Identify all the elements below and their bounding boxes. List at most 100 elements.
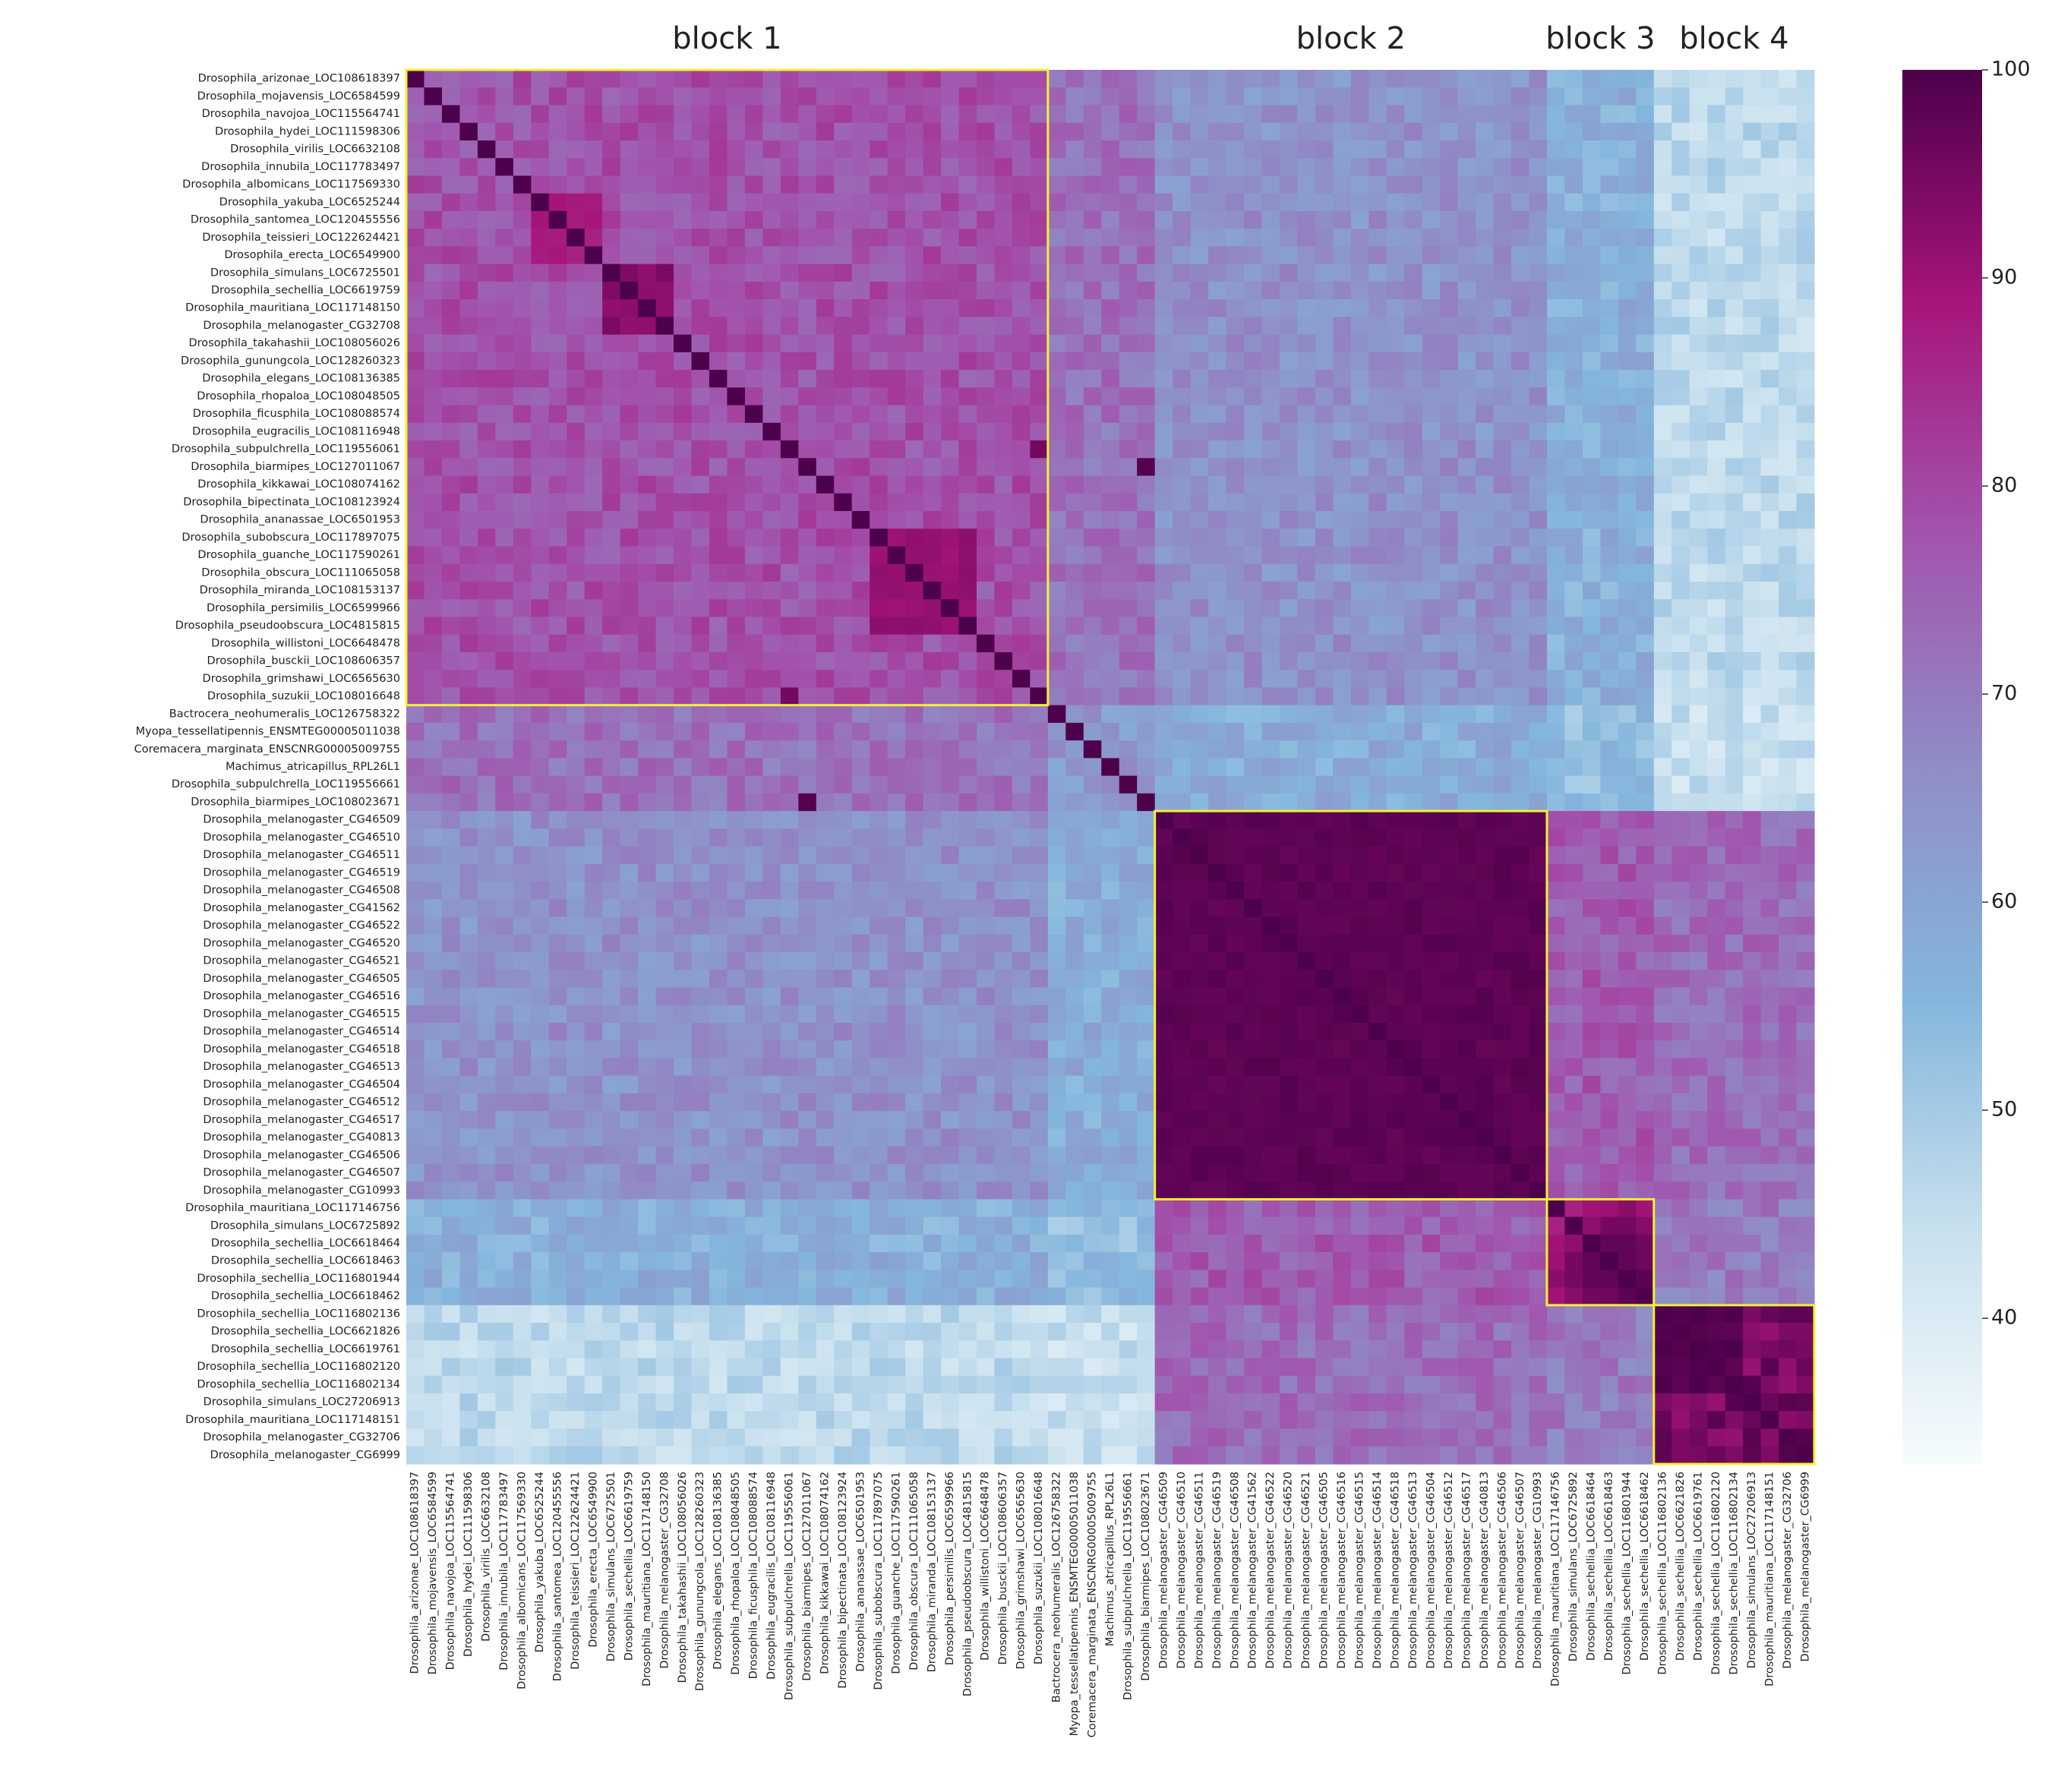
- heatmap-cell: [441, 987, 461, 1006]
- heatmap-cell: [1279, 581, 1299, 600]
- heatmap-cell: [1707, 793, 1726, 812]
- heatmap-cell: [1636, 158, 1655, 177]
- heatmap-cell: [762, 687, 781, 706]
- heatmap-cell: [1725, 670, 1744, 689]
- heatmap-cell: [1422, 952, 1441, 970]
- heatmap-cell: [459, 811, 478, 829]
- heatmap-cell: [1297, 229, 1316, 247]
- heatmap-cell: [1725, 1163, 1744, 1182]
- heatmap-cell: [1404, 882, 1423, 900]
- heatmap-cell: [531, 793, 550, 812]
- heatmap-cell: [1368, 634, 1387, 653]
- heatmap-cell: [1137, 563, 1156, 582]
- heatmap-cell: [1636, 193, 1655, 212]
- heatmap-cell: [531, 1005, 550, 1024]
- heatmap-cell: [851, 334, 870, 353]
- heatmap-cell: [994, 1128, 1013, 1147]
- heatmap-cell: [851, 352, 870, 371]
- heatmap-cell: [441, 863, 461, 882]
- heatmap-cell: [1582, 475, 1601, 494]
- heatmap-cell: [1618, 70, 1637, 88]
- heatmap-cell: [816, 722, 835, 741]
- heatmap-cell: [834, 581, 853, 600]
- heatmap-cell: [459, 229, 478, 247]
- heatmap-cell: [674, 705, 693, 724]
- heatmap-cell: [1457, 317, 1476, 336]
- heatmap-cell: [548, 775, 567, 794]
- heatmap-cell: [1707, 1128, 1726, 1147]
- heatmap-cell: [1689, 440, 1708, 459]
- heatmap-cell: [1707, 863, 1726, 882]
- heatmap-cell: [1065, 722, 1084, 741]
- heatmap-cell: [1618, 175, 1637, 194]
- heatmap-cell: [762, 811, 781, 829]
- heatmap-cell: [1743, 229, 1762, 247]
- heatmap-cell: [941, 334, 960, 353]
- heatmap-cell: [798, 882, 817, 900]
- heatmap-cell: [887, 599, 906, 618]
- heatmap-cell: [1261, 1005, 1280, 1024]
- heatmap-cell: [1600, 1093, 1619, 1112]
- heatmap-cell: [495, 193, 514, 212]
- heatmap-cell: [602, 722, 621, 741]
- heatmap-cell: [1279, 970, 1299, 989]
- heatmap-cell: [513, 105, 532, 124]
- heatmap-cell: [567, 122, 586, 141]
- heatmap-cell: [1368, 475, 1387, 494]
- heatmap-cell: [1653, 1075, 1672, 1094]
- heatmap-cell: [1190, 122, 1209, 141]
- heatmap-cell: [1154, 651, 1173, 670]
- heatmap-cell: [1636, 563, 1655, 582]
- heatmap-cell: [1511, 1022, 1530, 1041]
- heatmap-cell: [584, 705, 603, 724]
- heatmap-cell: [477, 475, 496, 494]
- heatmap-cell: [1333, 722, 1352, 741]
- heatmap-cell: [1404, 952, 1423, 970]
- heatmap-cell: [1511, 775, 1530, 794]
- heatmap-cell: [762, 934, 781, 953]
- heatmap-cell: [1065, 899, 1084, 918]
- heatmap-cell: [655, 105, 674, 124]
- heatmap-cell: [851, 705, 870, 724]
- heatmap-cell: [1582, 1128, 1601, 1147]
- heatmap-cell: [1012, 440, 1031, 459]
- heatmap-cell: [1582, 617, 1601, 636]
- heatmap-cell: [1333, 246, 1352, 265]
- heatmap-cell: [976, 210, 996, 229]
- heatmap-cell: [691, 122, 710, 141]
- heatmap-cell: [1779, 882, 1798, 900]
- heatmap-cell: [1279, 1163, 1299, 1182]
- heatmap-cell: [1493, 917, 1512, 935]
- heatmap-cell: [638, 811, 657, 829]
- heatmap-cell: [406, 140, 425, 159]
- heatmap-cell: [1422, 617, 1441, 636]
- heatmap-cell: [655, 546, 674, 565]
- heatmap-cell: [1404, 863, 1423, 882]
- heatmap-cell: [459, 563, 478, 582]
- heatmap-cell: [1564, 140, 1583, 159]
- heatmap-cell: [1154, 775, 1173, 794]
- heatmap-cell: [1012, 140, 1031, 159]
- heatmap-cell: [548, 440, 567, 459]
- heatmap-cell: [1779, 705, 1798, 724]
- heatmap-cell: [424, 651, 443, 670]
- heatmap-cell: [1511, 581, 1530, 600]
- heatmap-cell: [691, 246, 710, 265]
- heatmap-cell: [1796, 1146, 1815, 1165]
- heatmap-cell: [1636, 740, 1655, 759]
- heatmap-cell: [441, 705, 461, 724]
- heatmap-cell: [1725, 70, 1744, 88]
- heatmap-cell: [1404, 722, 1423, 741]
- heatmap-cell: [567, 1022, 586, 1041]
- heatmap-cell: [923, 387, 942, 406]
- heatmap-cell: [441, 1005, 461, 1024]
- heatmap-cell: [1618, 1128, 1637, 1147]
- heatmap-cell: [548, 1005, 567, 1024]
- heatmap-cell: [1119, 1146, 1138, 1165]
- heatmap-cell: [1101, 546, 1120, 565]
- heatmap-cell: [1226, 1093, 1245, 1112]
- heatmap-cell: [870, 440, 889, 459]
- heatmap-cell: [674, 828, 693, 847]
- heatmap-cell: [655, 1093, 674, 1112]
- heatmap-cell: [424, 740, 443, 759]
